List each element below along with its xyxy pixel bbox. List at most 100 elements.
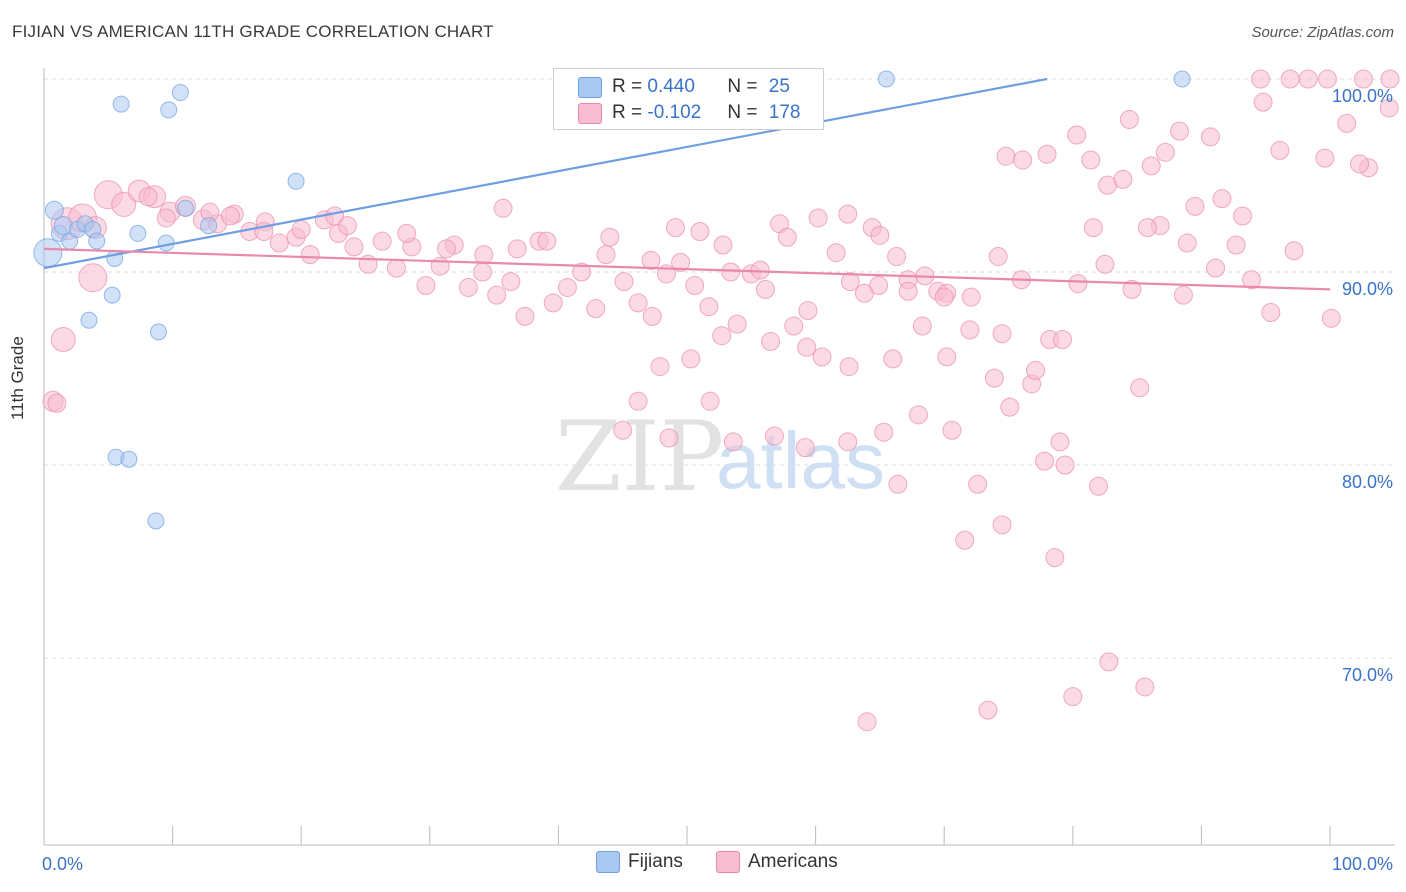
data-point bbox=[1350, 154, 1370, 174]
data-point bbox=[613, 420, 633, 440]
data-point bbox=[112, 95, 130, 113]
data-point bbox=[1379, 98, 1399, 118]
data-point bbox=[1173, 285, 1193, 305]
data-point bbox=[596, 245, 616, 265]
watermark: ZIP atlas bbox=[555, 401, 885, 513]
data-point bbox=[537, 231, 557, 251]
data-point bbox=[50, 327, 76, 353]
data-point bbox=[659, 428, 679, 448]
data-point bbox=[908, 405, 928, 425]
data-point bbox=[665, 218, 685, 238]
data-point bbox=[1170, 121, 1190, 141]
watermark-atlas: atlas bbox=[716, 416, 885, 505]
legend-item-fijians[interactable]: Fijians bbox=[596, 851, 683, 873]
data-point bbox=[300, 245, 320, 265]
data-point bbox=[1298, 69, 1318, 89]
data-point bbox=[1095, 254, 1115, 274]
data-point bbox=[641, 250, 661, 270]
data-point bbox=[857, 712, 877, 732]
data-point bbox=[883, 349, 903, 369]
data-point bbox=[430, 256, 450, 276]
legend-item-americans[interactable]: Americans bbox=[716, 851, 838, 873]
n-value: 25 bbox=[768, 76, 790, 97]
data-point bbox=[600, 227, 620, 247]
data-point bbox=[1251, 69, 1271, 89]
data-point bbox=[798, 301, 818, 321]
trendline bbox=[43, 247, 1331, 291]
data-point bbox=[1270, 140, 1290, 160]
data-point bbox=[1113, 169, 1133, 189]
trendline bbox=[43, 77, 1048, 270]
data-point bbox=[784, 316, 804, 336]
data-point bbox=[1135, 677, 1155, 697]
data-point bbox=[750, 260, 770, 280]
data-point bbox=[808, 208, 828, 228]
data-point bbox=[1317, 69, 1337, 89]
n-label: N = bbox=[727, 102, 763, 123]
data-point bbox=[992, 324, 1012, 344]
data-point bbox=[1063, 687, 1083, 707]
grid-lines bbox=[44, 78, 1395, 659]
data-point bbox=[1122, 279, 1142, 299]
data-point bbox=[507, 239, 527, 259]
data-point bbox=[200, 217, 218, 235]
source-label: Source: ZipAtlas.com bbox=[1251, 24, 1394, 41]
data-point bbox=[543, 293, 563, 313]
data-point bbox=[1253, 92, 1273, 112]
data-point bbox=[838, 432, 858, 452]
data-point bbox=[628, 293, 648, 313]
stats-row-fijians: R = 0.440 N = 25 bbox=[578, 74, 790, 100]
stats-row-americans: R = -0.102 N = 178 bbox=[578, 100, 800, 126]
data-point bbox=[1037, 144, 1057, 164]
data-point bbox=[1337, 113, 1357, 133]
data-point bbox=[1141, 156, 1161, 176]
data-point bbox=[795, 438, 815, 458]
data-point bbox=[1081, 150, 1101, 170]
data-point bbox=[755, 279, 775, 299]
data-point bbox=[968, 474, 988, 494]
fijians-swatch bbox=[578, 77, 602, 98]
data-point bbox=[992, 515, 1012, 535]
axes bbox=[43, 68, 1395, 846]
legend-swatch-americans bbox=[716, 851, 740, 873]
data-point bbox=[437, 239, 457, 259]
data-point bbox=[557, 277, 577, 297]
data-point bbox=[572, 262, 592, 282]
data-point bbox=[474, 245, 494, 265]
data-point bbox=[869, 276, 889, 296]
n-label: N = bbox=[727, 76, 763, 97]
data-point bbox=[147, 512, 165, 530]
data-point bbox=[712, 326, 732, 346]
data-point bbox=[416, 276, 436, 296]
data-point bbox=[458, 277, 478, 297]
y-tick-label: 80.0% bbox=[1342, 472, 1393, 492]
data-point bbox=[1035, 451, 1055, 471]
data-point bbox=[699, 297, 719, 317]
data-point bbox=[1185, 196, 1205, 216]
data-point bbox=[1321, 308, 1341, 328]
r-label: R = bbox=[612, 102, 648, 123]
data-point bbox=[984, 368, 1004, 388]
data-point bbox=[1099, 652, 1119, 672]
data-point bbox=[501, 272, 521, 292]
data-point bbox=[386, 258, 406, 278]
data-point bbox=[1067, 125, 1087, 145]
data-point bbox=[397, 223, 417, 243]
series-americans bbox=[42, 69, 1400, 732]
data-point bbox=[1284, 241, 1304, 261]
data-point bbox=[1242, 270, 1262, 290]
data-point bbox=[337, 216, 357, 236]
data-point bbox=[955, 530, 975, 550]
data-point bbox=[1000, 397, 1020, 417]
legend-swatch-fijians bbox=[596, 851, 620, 873]
data-point bbox=[1233, 206, 1253, 226]
data-point bbox=[80, 311, 98, 329]
r-label: R = bbox=[612, 76, 648, 97]
data-point bbox=[988, 247, 1008, 267]
data-point bbox=[493, 198, 513, 218]
data-point bbox=[129, 224, 147, 242]
data-point bbox=[961, 287, 981, 307]
data-point bbox=[1050, 432, 1070, 452]
data-point bbox=[287, 172, 305, 190]
